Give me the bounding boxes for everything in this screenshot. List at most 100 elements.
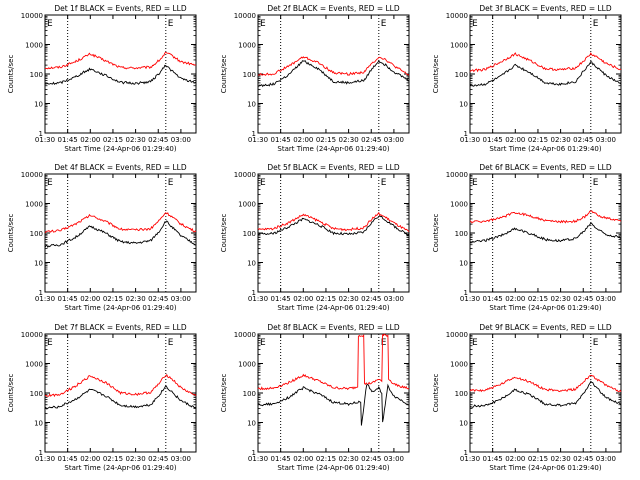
y-tick-label: 10000 (446, 171, 468, 179)
x-tick-label: 02:15 (528, 136, 548, 144)
x-tick-label: 02:00 (505, 295, 525, 303)
plot-frame (469, 14, 622, 134)
x-tick-label: 01:30 (460, 136, 480, 144)
x-tick-label: 03:00 (171, 455, 191, 463)
y-tick-label: 1 (464, 449, 468, 457)
x-tick-label: 03:00 (384, 136, 404, 144)
x-axis-label: Start Time (24-Apr-06 01:29:40) (277, 304, 389, 312)
x-tick-label: 02:15 (103, 136, 123, 144)
y-tick-label: 10000 (234, 171, 256, 179)
x-tick-label: 01:45 (483, 136, 503, 144)
y-tick-label: 100 (30, 390, 43, 398)
series-events-black-line (44, 220, 197, 249)
y-tick-label: 10 (247, 420, 256, 428)
annotation-label: E (168, 338, 174, 348)
annotation-label: E (260, 338, 266, 348)
x-tick-label: 01:45 (271, 455, 291, 463)
annotation-label: E (472, 19, 478, 29)
plot-frame (44, 14, 197, 134)
x-tick-label: 03:00 (596, 136, 616, 144)
plot-frame (44, 173, 197, 293)
annotation-label: E (472, 178, 478, 188)
chart-panel-8: Det 8f BLACK = Events, RED = LLD 01:30 01:… (220, 323, 410, 472)
plot-frame (469, 173, 622, 293)
x-tick-label: 02:30 (126, 455, 146, 463)
x-tick-label: 01:45 (271, 136, 291, 144)
series-events-black-line (469, 61, 622, 87)
x-axis-label: Start Time (24-Apr-06 01:29:40) (489, 464, 601, 472)
x-tick-label: 02:30 (339, 455, 359, 463)
x-tick-label: 01:45 (271, 295, 291, 303)
x-tick-label: 02:30 (339, 295, 359, 303)
chart-panel-7: Det 7f BLACK = Events, RED = LLD 01:30 01:… (7, 323, 197, 472)
chart-title: Det 4f BLACK = Events, RED = LLD (54, 163, 187, 172)
x-tick-label: 01:45 (58, 455, 78, 463)
x-tick-label: 01:45 (483, 455, 503, 463)
x-tick-label: 02:45 (148, 295, 168, 303)
y-tick-label: 10000 (21, 12, 43, 20)
x-tick-label: 02:00 (293, 136, 313, 144)
y-tick-label: 100 (243, 230, 256, 238)
x-axis-label: Start Time (24-Apr-06 01:29:40) (64, 304, 176, 312)
series-lld-red-line (469, 52, 622, 73)
series-lld-red-line (257, 333, 410, 391)
series-events-black-line (257, 383, 410, 426)
chart-title: Det 9f BLACK = Events, RED = LLD (479, 323, 612, 332)
x-tick-label: 02:45 (148, 455, 168, 463)
series-lld-red-line (469, 210, 622, 224)
y-axis-label: Counts/sec (432, 55, 440, 94)
y-axis-label: Counts/sec (220, 374, 228, 413)
y-tick-label: 10000 (234, 331, 256, 339)
series-events-black-line (257, 59, 410, 88)
series-events-black-line (469, 380, 622, 408)
y-tick-label: 1 (39, 130, 43, 138)
y-tick-label: 100 (243, 71, 256, 79)
y-tick-label: 1 (39, 289, 43, 297)
x-axis-label: Start Time (24-Apr-06 01:29:40) (277, 145, 389, 153)
chart-title: Det 6f BLACK = Events, RED = LLD (479, 163, 612, 172)
annotation-label: E (593, 338, 599, 348)
x-tick-label: 02:45 (573, 455, 593, 463)
series-events-black-line (469, 222, 622, 244)
x-tick-label: 02:00 (80, 455, 100, 463)
y-tick-label: 100 (455, 71, 468, 79)
annotation-label: E (168, 19, 174, 29)
chart-title: Det 1f BLACK = Events, RED = LLD (54, 4, 187, 13)
x-tick-label: 02:15 (316, 136, 336, 144)
y-tick-label: 10000 (446, 331, 468, 339)
series-lld-red-line (44, 212, 197, 234)
x-tick-label: 02:15 (528, 295, 548, 303)
chart-panel-2: Det 2f BLACK = Events, RED = LLD 01:30 01:… (220, 4, 410, 153)
y-tick-label: 1 (252, 130, 256, 138)
y-tick-label: 1 (464, 130, 468, 138)
series-lld-red-line (44, 51, 197, 70)
x-tick-label: 02:45 (361, 136, 381, 144)
y-tick-label: 100 (243, 390, 256, 398)
chart-title: Det 7f BLACK = Events, RED = LLD (54, 323, 187, 332)
series-lld-red-line (44, 374, 197, 398)
annotation-label: E (593, 19, 599, 29)
y-tick-label: 1 (252, 449, 256, 457)
y-tick-label: 1000 (238, 361, 256, 369)
series-lld-red-line (469, 375, 622, 393)
x-tick-label: 03:00 (384, 295, 404, 303)
y-axis-label: Counts/sec (7, 55, 15, 94)
x-tick-label: 02:30 (126, 136, 146, 144)
x-tick-label: 02:00 (80, 136, 100, 144)
x-tick-label: 01:30 (248, 455, 268, 463)
chart-panel-9: Det 9f BLACK = Events, RED = LLD 01:30 01:… (432, 323, 622, 472)
x-tick-label: 02:45 (361, 455, 381, 463)
annotation-label: E (47, 338, 53, 348)
chart-title: Det 8f BLACK = Events, RED = LLD (267, 323, 400, 332)
x-tick-label: 02:15 (316, 455, 336, 463)
y-tick-label: 1 (39, 449, 43, 457)
chart-title: Det 2f BLACK = Events, RED = LLD (267, 4, 400, 13)
series-events-black-line (44, 384, 197, 410)
chart-panel-3: Det 3f BLACK = Events, RED = LLD 01:30 01:… (432, 4, 622, 153)
x-tick-label: 03:00 (596, 455, 616, 463)
x-tick-label: 02:00 (505, 455, 525, 463)
x-tick-label: 02:45 (573, 295, 593, 303)
annotation-label: E (260, 19, 266, 29)
annotation-label: E (47, 19, 53, 29)
